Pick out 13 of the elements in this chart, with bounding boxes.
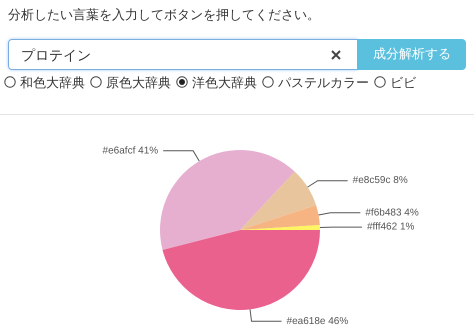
slice-label: #fff462 1% [366,222,415,233]
text: パステルカラー [278,76,369,91]
text: 成分解析する [358,39,466,70]
slice-label: #ea618e 46% [286,316,348,327]
chart-title: 分析したい言葉を入力してボタンを押してください。 [8,7,320,24]
text: ビビ [390,76,416,91]
text: 洋色大辞典 [192,76,257,91]
text: 原色大辞典 [106,76,171,91]
slice-label: #f6b483 4% [365,207,419,218]
slice-label: #e6afcf 41% [102,145,158,156]
text: 和色大辞典 [20,76,85,91]
slice-label: #e8c59c 8% [352,175,408,186]
text: プロテイン [21,47,91,65]
